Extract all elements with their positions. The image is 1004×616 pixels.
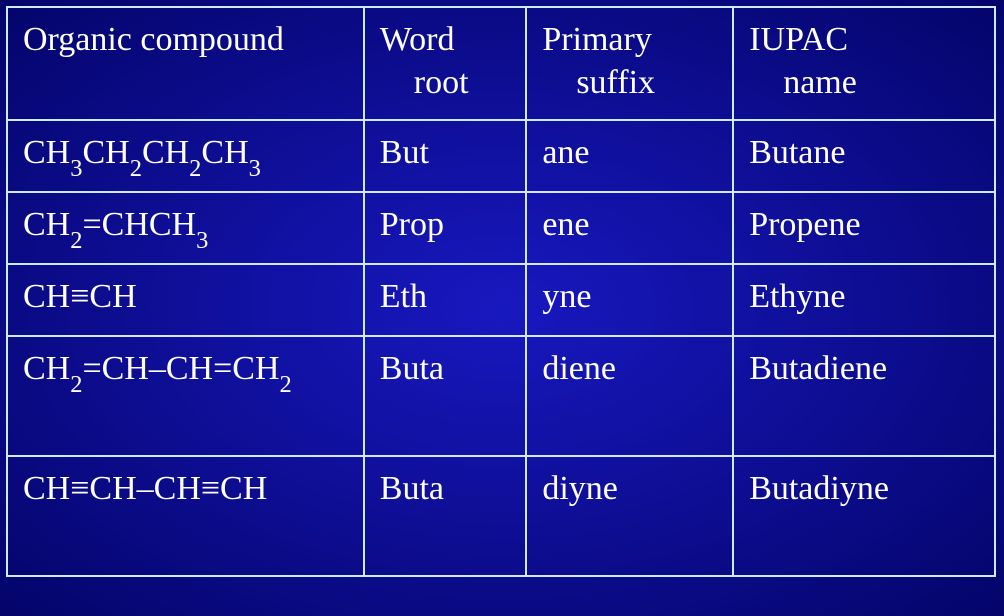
table-row: CH≡CH Eth yne Ethyne — [7, 264, 995, 336]
suffix-text: diene — [528, 338, 731, 405]
cell-compound: CH2=CHCH3 — [7, 192, 364, 264]
cell-suffix: diyne — [526, 456, 733, 576]
root-text: Buta — [366, 338, 525, 405]
cell-root: Eth — [364, 264, 527, 336]
name-text: Butane — [735, 122, 993, 189]
cell-compound: CH2=CH–CH=CH2 — [7, 336, 364, 456]
cell-root: Buta — [364, 336, 527, 456]
root-text: Buta — [366, 458, 525, 525]
column-header-suffix: Primary suffix — [526, 7, 733, 120]
header-root-line1: Word — [380, 21, 455, 58]
table-row: CH≡CH–CH≡CH Buta diyne Butadiyne — [7, 456, 995, 576]
table-row: CH2=CHCH3 Prop ene Propene — [7, 192, 995, 264]
header-name-line1: IUPAC — [749, 21, 848, 58]
cell-suffix: diene — [526, 336, 733, 456]
cell-compound: CH3CH2CH2CH3 — [7, 120, 364, 192]
name-text: Butadiyne — [735, 458, 993, 525]
column-header-compound: Organic compound — [7, 7, 364, 120]
suffix-text: yne — [528, 266, 731, 333]
cell-name: Butadiyne — [733, 456, 995, 576]
header-suffix-line1: Primary — [542, 21, 652, 58]
cell-suffix: yne — [526, 264, 733, 336]
iupac-naming-table-container: Organic compound Word root Primary suffi… — [0, 0, 1004, 583]
suffix-text: diyne — [528, 458, 731, 525]
suffix-text: ane — [528, 122, 731, 189]
table-row: CH2=CH–CH=CH2 Buta diene Butadiene — [7, 336, 995, 456]
table-row: CH3CH2CH2CH3 But ane Butane — [7, 120, 995, 192]
name-text: Propene — [735, 194, 993, 261]
root-text: Eth — [366, 266, 525, 333]
table-header-row: Organic compound Word root Primary suffi… — [7, 7, 995, 120]
formula-text: CH≡CH–CH≡CH — [9, 458, 362, 525]
formula-text: CH2=CHCH3 — [9, 194, 362, 261]
root-text: Prop — [366, 194, 525, 261]
cell-suffix: ane — [526, 120, 733, 192]
iupac-naming-table: Organic compound Word root Primary suffi… — [6, 6, 996, 577]
cell-compound: CH≡CH — [7, 264, 364, 336]
header-suffix-line2: suffix — [542, 62, 717, 105]
formula-text: CH3CH2CH2CH3 — [9, 122, 362, 189]
cell-name: Propene — [733, 192, 995, 264]
cell-root: Prop — [364, 192, 527, 264]
header-compound-line1: Organic compound — [23, 21, 284, 58]
formula-text: CH≡CH — [9, 266, 362, 333]
suffix-text: ene — [528, 194, 731, 261]
header-name-line2: name — [749, 62, 979, 105]
cell-name: Butadiene — [733, 336, 995, 456]
column-header-name: IUPAC name — [733, 7, 995, 120]
cell-compound: CH≡CH–CH≡CH — [7, 456, 364, 576]
column-header-root: Word root — [364, 7, 527, 120]
root-text: But — [366, 122, 525, 189]
cell-root: Buta — [364, 456, 527, 576]
name-text: Ethyne — [735, 266, 993, 333]
cell-name: Ethyne — [733, 264, 995, 336]
name-text: Butadiene — [735, 338, 993, 405]
cell-suffix: ene — [526, 192, 733, 264]
header-root-line2: root — [380, 62, 511, 105]
cell-name: Butane — [733, 120, 995, 192]
formula-text: CH2=CH–CH=CH2 — [9, 338, 362, 405]
cell-root: But — [364, 120, 527, 192]
table-body: CH3CH2CH2CH3 But ane Butane CH2=CHCH3 Pr… — [7, 120, 995, 576]
